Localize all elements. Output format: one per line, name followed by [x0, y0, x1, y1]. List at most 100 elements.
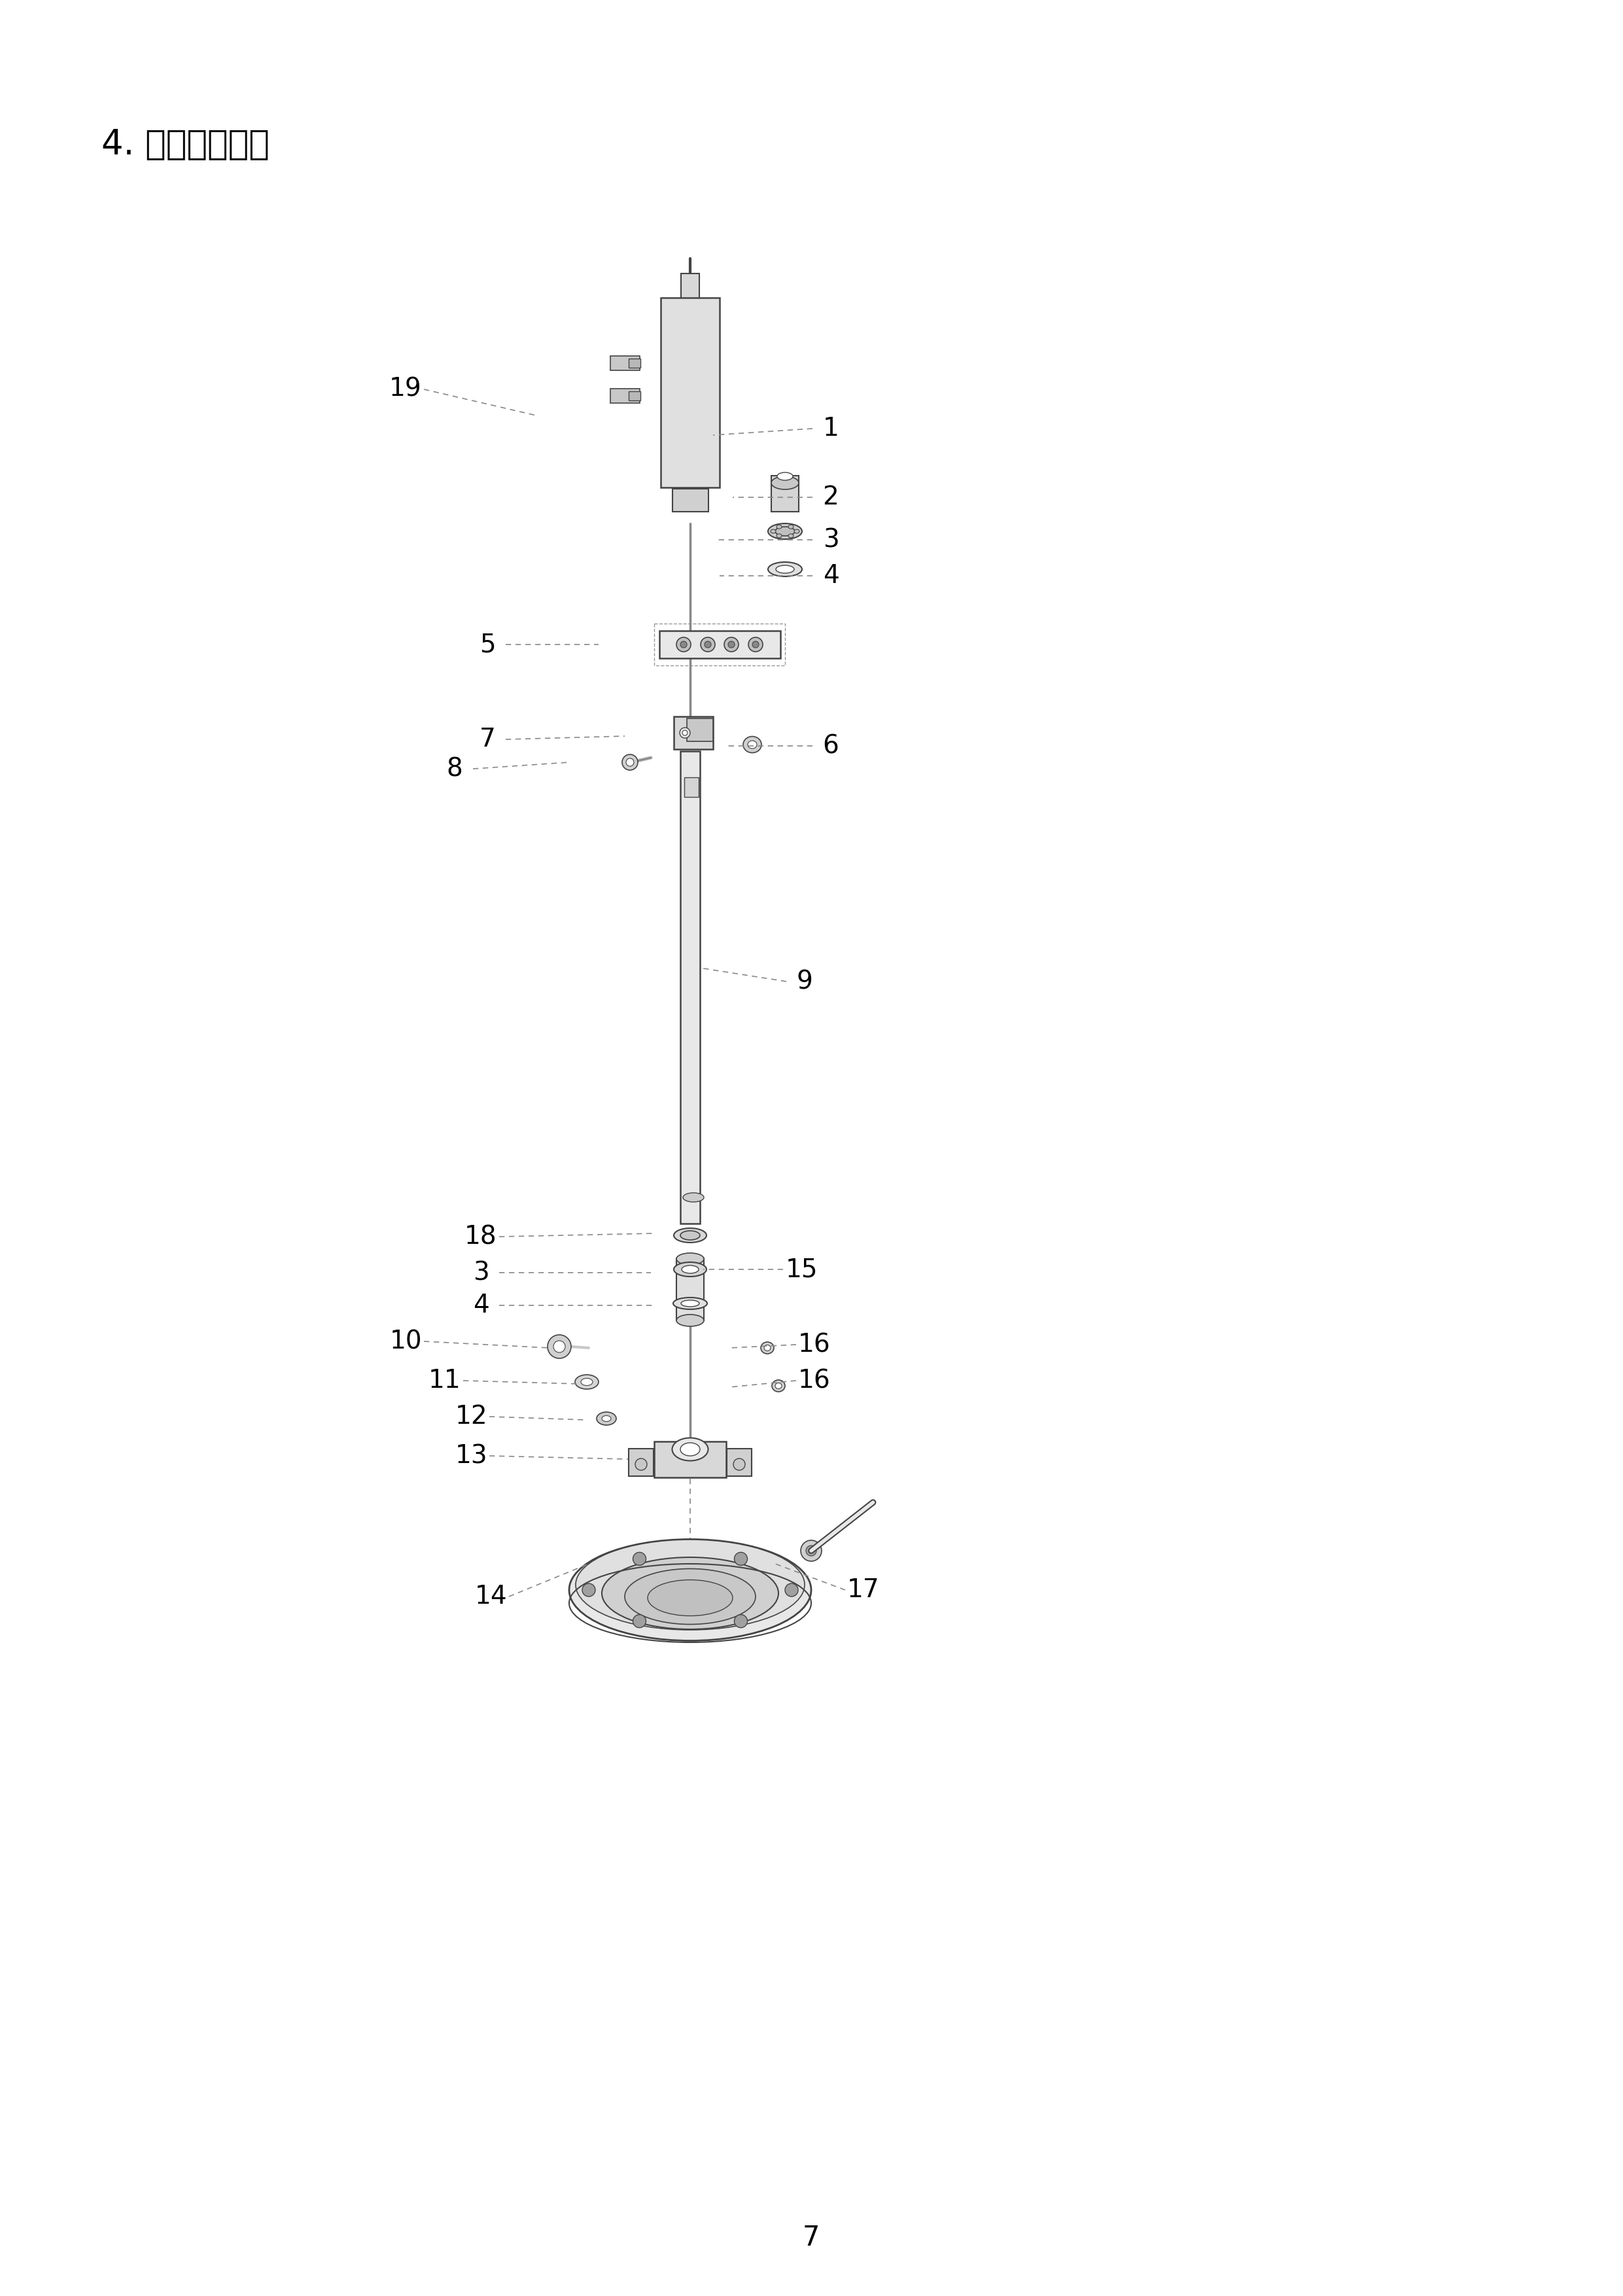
Circle shape	[633, 1614, 646, 1628]
Ellipse shape	[743, 737, 761, 753]
Bar	[677, 1258, 704, 1320]
Text: 18: 18	[464, 1224, 497, 1249]
Ellipse shape	[776, 565, 794, 574]
Ellipse shape	[677, 1316, 704, 1327]
Text: 15: 15	[786, 1256, 818, 1281]
Bar	[687, 719, 712, 742]
Ellipse shape	[677, 1254, 704, 1265]
Ellipse shape	[674, 1263, 706, 1277]
Bar	[685, 778, 698, 797]
Circle shape	[786, 1584, 799, 1596]
Text: 8: 8	[446, 755, 463, 781]
Ellipse shape	[724, 638, 738, 652]
Ellipse shape	[776, 526, 795, 535]
Text: 16: 16	[799, 1332, 831, 1357]
Ellipse shape	[680, 728, 690, 737]
Ellipse shape	[776, 535, 782, 537]
Ellipse shape	[682, 730, 688, 735]
Ellipse shape	[773, 1380, 786, 1391]
Circle shape	[553, 1341, 565, 1352]
Ellipse shape	[776, 526, 782, 528]
Ellipse shape	[771, 475, 799, 489]
Circle shape	[547, 1334, 571, 1359]
Text: 7: 7	[802, 2225, 820, 2252]
Ellipse shape	[776, 1382, 782, 1389]
Bar	[659, 631, 781, 659]
Ellipse shape	[677, 638, 691, 652]
Bar	[654, 1442, 725, 1476]
Ellipse shape	[729, 641, 735, 647]
Bar	[661, 298, 719, 487]
Text: 6: 6	[823, 732, 839, 758]
Circle shape	[626, 758, 635, 767]
Ellipse shape	[768, 563, 802, 576]
Ellipse shape	[674, 1297, 708, 1309]
Ellipse shape	[648, 1580, 732, 1616]
Ellipse shape	[682, 1300, 700, 1306]
Ellipse shape	[674, 1228, 706, 1242]
Ellipse shape	[581, 1378, 592, 1384]
Ellipse shape	[753, 641, 760, 647]
Text: 4: 4	[823, 563, 839, 588]
Bar	[628, 358, 641, 367]
Ellipse shape	[672, 1437, 708, 1460]
Ellipse shape	[777, 473, 794, 480]
Bar	[628, 1449, 654, 1476]
Ellipse shape	[764, 1345, 771, 1350]
Text: 13: 13	[454, 1444, 487, 1467]
Circle shape	[583, 1584, 596, 1596]
Bar	[628, 390, 641, 400]
Ellipse shape	[771, 530, 776, 533]
Ellipse shape	[625, 1568, 756, 1623]
Text: 1: 1	[823, 416, 839, 441]
Ellipse shape	[789, 526, 794, 528]
Circle shape	[807, 1545, 816, 1557]
Bar	[654, 625, 786, 666]
Ellipse shape	[768, 523, 802, 540]
Bar	[771, 475, 799, 512]
Ellipse shape	[635, 1458, 648, 1469]
Ellipse shape	[680, 641, 687, 647]
Text: 10: 10	[390, 1329, 422, 1355]
Circle shape	[800, 1541, 821, 1561]
Text: 3: 3	[472, 1261, 489, 1286]
Bar	[680, 751, 700, 1224]
Text: 14: 14	[474, 1584, 506, 1609]
Ellipse shape	[570, 1538, 812, 1642]
Ellipse shape	[597, 1412, 617, 1426]
Ellipse shape	[704, 641, 711, 647]
Text: 7: 7	[479, 728, 495, 751]
Text: 4: 4	[472, 1293, 489, 1318]
Ellipse shape	[602, 1417, 610, 1421]
Ellipse shape	[789, 535, 794, 537]
Text: 19: 19	[390, 377, 422, 402]
Ellipse shape	[794, 530, 800, 533]
Text: 4. 辅助压脚部件: 4. 辅助压脚部件	[101, 129, 269, 161]
Text: 11: 11	[428, 1368, 461, 1394]
Ellipse shape	[682, 1265, 698, 1274]
Circle shape	[622, 755, 638, 769]
Bar	[672, 489, 708, 512]
Ellipse shape	[575, 1375, 599, 1389]
Text: 17: 17	[847, 1577, 880, 1603]
Bar	[727, 1449, 751, 1476]
Text: 12: 12	[454, 1405, 487, 1428]
Text: 2: 2	[823, 484, 839, 510]
Text: 5: 5	[479, 631, 495, 657]
Circle shape	[734, 1552, 747, 1566]
Circle shape	[734, 1614, 747, 1628]
Ellipse shape	[680, 1231, 700, 1240]
Circle shape	[633, 1552, 646, 1566]
Ellipse shape	[680, 1442, 700, 1456]
Ellipse shape	[761, 1341, 774, 1355]
Ellipse shape	[683, 1194, 704, 1203]
Bar	[674, 716, 712, 748]
Text: 9: 9	[797, 969, 813, 994]
Ellipse shape	[576, 1541, 805, 1630]
Text: 3: 3	[823, 528, 839, 553]
Bar	[610, 356, 639, 370]
Text: 16: 16	[799, 1368, 831, 1394]
Bar	[610, 388, 639, 404]
Bar	[682, 273, 700, 312]
Ellipse shape	[701, 638, 716, 652]
